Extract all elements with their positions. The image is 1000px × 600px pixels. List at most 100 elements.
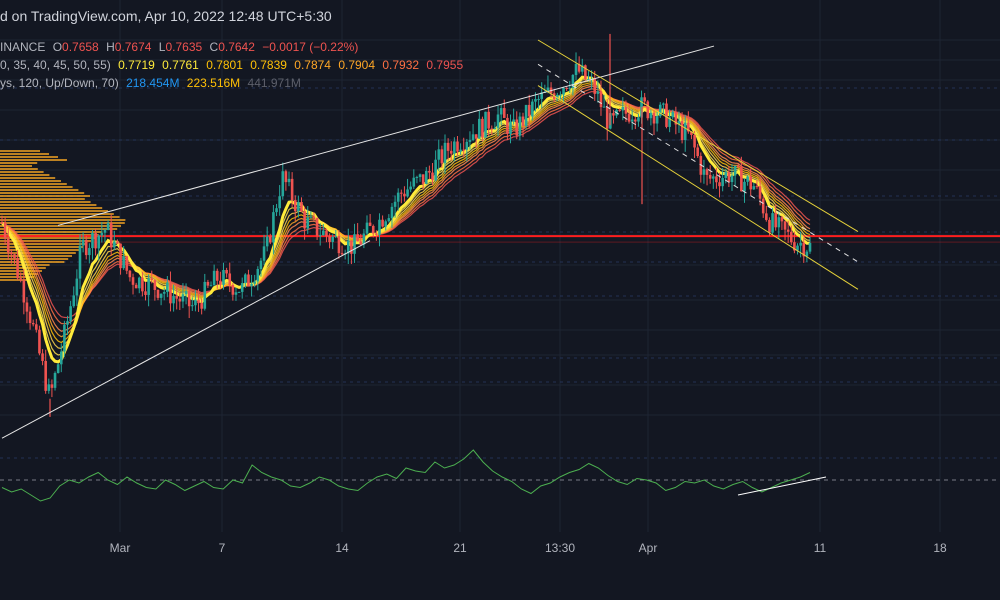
volume-profile-bar <box>0 180 61 182</box>
candle-body <box>237 291 241 293</box>
candle-body <box>400 192 403 194</box>
candle-body <box>471 134 475 141</box>
candle-body <box>546 87 550 92</box>
high-value: 0.7674 <box>114 40 152 54</box>
candle-body <box>406 189 409 197</box>
candle-body <box>696 147 699 157</box>
time-axis[interactable]: Mar 7 14 21 13:30 Apr 11 18 <box>0 532 1000 562</box>
candle-body <box>793 242 796 251</box>
open-value: 0.7658 <box>62 40 99 54</box>
candle-body <box>50 384 54 388</box>
candle-body <box>159 293 163 298</box>
candle-body <box>116 241 119 244</box>
candle-body <box>328 236 331 242</box>
candle-body <box>134 284 138 289</box>
volume-profile-bar <box>0 195 90 197</box>
published-label: d on TradingView.com, Apr 10, 2022 12:48… <box>0 8 332 24</box>
candle-body <box>537 98 540 100</box>
candle-body <box>655 116 659 124</box>
candle-body <box>356 234 359 242</box>
candle-body <box>559 94 562 96</box>
candle-body <box>502 108 506 118</box>
candle-body <box>702 169 706 175</box>
candle-body <box>259 260 263 270</box>
candle-body <box>409 186 412 190</box>
candle-body <box>465 141 469 150</box>
candle-body <box>587 79 590 81</box>
candle-body <box>200 303 203 309</box>
candle-body <box>303 211 306 229</box>
candle-body <box>91 232 94 249</box>
candle-body <box>81 239 85 246</box>
candle-body <box>668 117 671 127</box>
x-tick-label: 14 <box>335 541 349 555</box>
candle-body <box>499 108 503 115</box>
candle-body <box>0 222 4 224</box>
candle-body <box>250 283 253 287</box>
candle-body <box>456 141 459 152</box>
candle-body <box>630 119 634 122</box>
candle-body <box>743 181 746 192</box>
candle-body <box>627 113 631 122</box>
candle-body <box>240 283 244 292</box>
candle-body <box>41 353 44 361</box>
candle-body <box>3 222 7 239</box>
candle-body <box>119 243 122 269</box>
volume-profile-bar <box>0 258 69 260</box>
candle-body <box>646 101 650 119</box>
channel-upper[interactable] <box>537 39 859 232</box>
candle-body <box>727 171 731 183</box>
volume-profile-bar <box>0 219 126 221</box>
rising-wedge-lower[interactable] <box>1 240 371 439</box>
candle-body <box>97 235 101 249</box>
candle-body <box>306 217 310 229</box>
candle-body <box>19 278 23 281</box>
candle-body <box>733 165 737 176</box>
volume-profile-bar <box>0 174 50 176</box>
candle-body <box>440 149 444 164</box>
vp-up-value: 218.454M <box>126 76 180 90</box>
rising-wedge-upper[interactable] <box>57 45 715 226</box>
candle-body <box>109 223 113 248</box>
candle-body <box>786 229 790 232</box>
candle-body <box>796 245 799 251</box>
volume-profile-bar <box>0 240 91 242</box>
candle-body <box>125 256 129 271</box>
bottom-toolbar-area <box>0 562 1000 600</box>
candle-body <box>496 114 500 128</box>
candle-body <box>72 295 76 307</box>
candle-body <box>446 142 450 151</box>
candle-body <box>524 104 528 126</box>
candle-body <box>272 212 275 243</box>
ma-value-5: 0.7874 <box>294 58 331 72</box>
candle-body <box>293 200 297 212</box>
candle-body <box>63 324 66 352</box>
candle-body <box>593 78 597 94</box>
candle-body <box>103 230 107 233</box>
volume-profile-bar <box>0 228 118 230</box>
candle-body <box>359 241 363 245</box>
rsi-trendline[interactable] <box>737 476 827 496</box>
candle-body <box>353 234 356 254</box>
candle-body <box>403 193 406 197</box>
candle-body <box>309 216 313 218</box>
candle-body <box>761 198 765 214</box>
candle-body <box>194 299 197 306</box>
candle-body <box>253 281 256 284</box>
candle-body <box>690 131 693 135</box>
candle-body <box>574 64 578 75</box>
candle-body <box>449 150 453 154</box>
candle-body <box>209 285 213 287</box>
candle-body <box>683 122 687 141</box>
candle-body <box>740 166 743 192</box>
candle-body <box>156 289 160 298</box>
candle-body <box>318 235 322 237</box>
channel-lower[interactable] <box>537 85 859 290</box>
ma-value-1: 0.7719 <box>118 58 155 72</box>
price-chart[interactable] <box>0 0 1000 532</box>
candle-body <box>231 285 235 295</box>
channel-midline[interactable] <box>537 63 859 263</box>
candle-body <box>346 240 350 254</box>
candle-body <box>312 216 316 219</box>
candle-body <box>527 104 531 117</box>
